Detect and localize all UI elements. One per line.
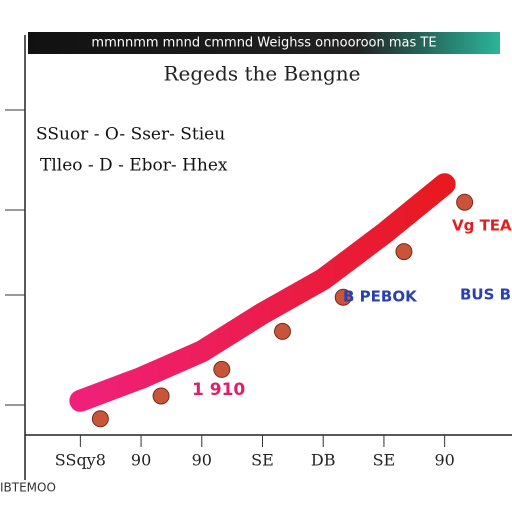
x-tick-label: 90	[131, 451, 151, 470]
annotation: 1 910	[192, 380, 245, 400]
point-marker	[91, 410, 109, 428]
x-tick-label: SE	[373, 451, 396, 470]
x-tick-label: 90	[192, 451, 212, 470]
point-marker	[274, 322, 291, 340]
footer-text: IBTEMOO	[0, 481, 56, 495]
series-band	[69, 173, 456, 412]
chart-title: Regeds the Bengne	[163, 62, 360, 86]
legend-row: SSuor - O- Sser- Stieu	[36, 125, 225, 145]
annotation: BUS B	[460, 286, 511, 304]
header-bar	[28, 32, 500, 54]
x-tick-label: SSqy8	[55, 451, 106, 470]
header-text: mmnnmm mnnd cmmnd Weighss onnooroon mas …	[91, 36, 436, 51]
x-tick-label: DB	[311, 451, 336, 470]
point-marker	[456, 193, 474, 211]
annotation: B PEBOK	[343, 288, 418, 306]
x-tick-label: 90	[434, 451, 454, 470]
legend-row: Tlleo - D - Ebor- Hhex	[40, 156, 228, 176]
annotation: Vg TEA	[452, 217, 512, 235]
x-tick-label: SE	[251, 451, 274, 470]
point-marker	[334, 288, 352, 306]
point-marker	[395, 243, 413, 261]
y-axis-ticks	[5, 109, 25, 406]
point-marker	[152, 387, 170, 405]
plot: SSqy8 90 90 SE DB SE 90	[55, 173, 474, 470]
point-marker	[213, 360, 231, 378]
